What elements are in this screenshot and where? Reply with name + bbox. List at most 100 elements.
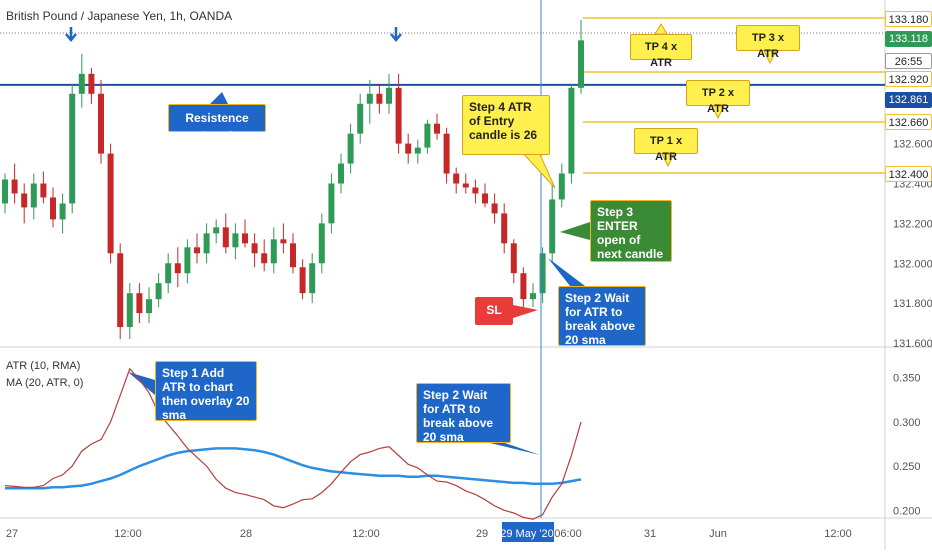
- candle-body: [232, 233, 239, 248]
- candle-body: [21, 193, 28, 208]
- candle-body: [482, 193, 488, 204]
- candle-body: [59, 203, 66, 220]
- time-tick-label: 29 May '20: [500, 528, 553, 540]
- candle-body: [40, 183, 47, 198]
- tp3-callout: TP 3 x ATR: [736, 25, 800, 60]
- stop-loss-callout-pointer: [513, 305, 538, 318]
- price-tag-132920: 132.920: [885, 71, 932, 87]
- time-tick-label: 12:00: [352, 528, 380, 540]
- candle-body: [501, 213, 508, 244]
- price-tag-resistance: 132.861: [885, 92, 932, 108]
- atr-tick-label: 0.250: [893, 461, 921, 473]
- candle-body: [242, 233, 248, 244]
- candle-body: [520, 273, 527, 300]
- down-arrow-marker: [390, 27, 402, 42]
- price-tick-label: 132.600: [893, 139, 932, 151]
- candle-body: [50, 197, 56, 220]
- candle-body: [290, 243, 296, 268]
- candle-body: [318, 223, 325, 264]
- crosshair-date-tag: [502, 522, 554, 542]
- candle-body: [539, 253, 546, 294]
- step1-callout: Step 1 Add ATR to chart then overlay 20 …: [155, 361, 257, 422]
- time-tick-label: 31: [644, 528, 656, 540]
- candle-body: [107, 153, 114, 254]
- candle-body: [414, 147, 421, 154]
- candle-body: [443, 133, 450, 174]
- candle-body: [69, 93, 76, 204]
- step2-price-callout: Step 2 Wait for ATR to break above 20 sm…: [558, 286, 646, 347]
- candle-body: [453, 173, 460, 184]
- down-arrow-marker: [65, 27, 77, 42]
- time-tick-label: 06:00: [554, 528, 582, 540]
- tp2-callout-pointer: [711, 105, 725, 120]
- stop-loss-callout: SL: [475, 297, 513, 325]
- candle-body: [78, 73, 85, 94]
- price-tick-label: 131.600: [893, 338, 932, 350]
- candle-body: [299, 267, 306, 294]
- step2-atr-callout: Step 2 Wait for ATR to break above 20 sm…: [416, 383, 511, 444]
- time-tick-label: 29: [476, 528, 488, 540]
- candle-body: [270, 239, 277, 264]
- price-tag-133180: 133.180: [885, 11, 932, 27]
- candle-body: [213, 227, 220, 234]
- candle-body: [395, 87, 402, 144]
- candle-body: [2, 179, 8, 204]
- tp4-callout: TP 4 x ATR: [630, 34, 692, 69]
- time-tick-label: 28: [240, 528, 252, 540]
- candle-body: [405, 143, 412, 154]
- price-tick-label: 132.200: [893, 218, 932, 230]
- candle-body: [328, 183, 335, 224]
- candle-body: [98, 93, 104, 154]
- price-tag-132400: 132.400: [885, 166, 932, 182]
- candle-body: [251, 243, 258, 254]
- price-tick-label: 131.800: [893, 298, 932, 310]
- tp2-callout: TP 2 x ATR: [686, 80, 750, 115]
- candle-body: [386, 87, 392, 104]
- candle-body: [88, 73, 95, 94]
- candle-body: [530, 293, 536, 300]
- time-tick-label: 12:00: [824, 528, 852, 540]
- candle-body: [491, 203, 498, 214]
- candle-body: [347, 133, 354, 164]
- candle-body: [510, 243, 517, 274]
- candle-body: [174, 263, 181, 274]
- price-tag-current: 133.118: [885, 31, 932, 47]
- candle-body: [309, 263, 316, 294]
- candle-body: [11, 179, 18, 194]
- step3-callout-pointer: [560, 222, 590, 240]
- candle-body: [184, 247, 191, 274]
- candle-body: [280, 239, 287, 244]
- step2-price-callout-pointer: [548, 258, 585, 286]
- tp1-callout-pointer: [661, 153, 675, 168]
- countdown-tag: 26:55: [885, 53, 932, 69]
- candle-body: [472, 187, 479, 194]
- atr-indicator-label: ATR (10, RMA): [6, 360, 81, 372]
- tp4-callout-pointer: [654, 23, 668, 35]
- price-tag-132660: 132.660: [885, 114, 932, 130]
- candle-body: [117, 253, 124, 328]
- candle-body: [376, 93, 383, 104]
- candle-body: [549, 199, 556, 254]
- time-tick-label: 27: [6, 528, 18, 540]
- candle-body: [568, 87, 575, 174]
- candle-body: [155, 283, 162, 300]
- candle-body: [222, 227, 229, 248]
- step4-callout-pointer: [518, 149, 556, 189]
- atr-tick-label: 0.300: [893, 417, 921, 429]
- candle-body: [126, 293, 133, 328]
- instrument-title: British Pound / Japanese Yen, 1h, OANDA: [6, 9, 233, 23]
- time-tick-label: Jun: [709, 528, 727, 540]
- atr-series-line: [4, 367, 582, 520]
- resistance-callout: Resistence Level: [168, 104, 266, 143]
- candle-body: [578, 40, 584, 88]
- candle-body: [194, 247, 200, 254]
- ma-indicator-label: MA (20, ATR, 0): [6, 377, 84, 389]
- step4-callout: Step 4 ATR of Entry candle is 26: [462, 95, 550, 155]
- price-tick-label: 132.000: [893, 258, 932, 270]
- candle-body: [203, 233, 210, 254]
- candle-body: [261, 253, 268, 264]
- tp3-callout-pointer: [763, 50, 777, 65]
- candle-body: [30, 183, 37, 208]
